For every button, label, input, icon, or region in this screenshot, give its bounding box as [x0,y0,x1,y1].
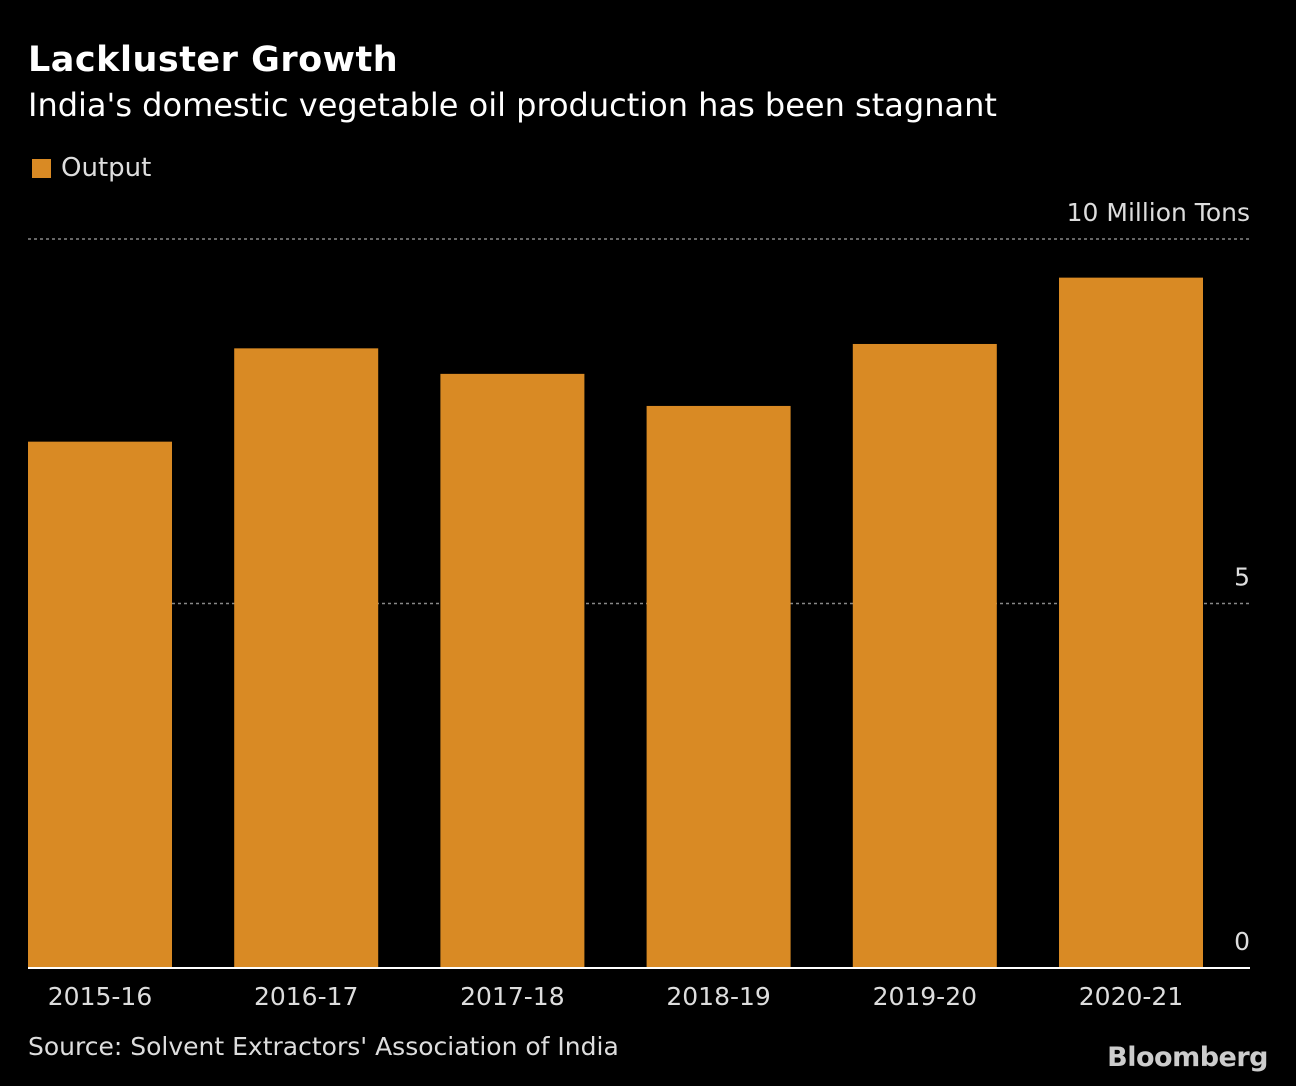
bar-2017-18 [440,373,585,968]
bar-2018-19 [646,405,791,968]
bar-2019-20 [852,343,997,968]
bar-2020-21 [1059,277,1203,969]
x-tick-label: 2020-21 [1079,982,1183,1011]
bar-2015-16 [28,441,172,968]
y-tick-label: 5 [1234,563,1250,592]
legend-swatch [32,158,51,178]
legend: Output [32,153,151,183]
x-tick-label: 2016-17 [254,982,358,1011]
bar-2016-17 [234,348,379,969]
source-note: Source: Solvent Extractors' Association … [28,1032,619,1061]
x-tick-label: 2019-20 [873,982,977,1011]
chart-title: Lackluster Growth [28,40,399,80]
legend-label: Output [61,153,152,183]
chart-subtitle: India's domestic vegetable oil productio… [28,86,997,124]
y-tick-label: 10 Million Tons [1067,198,1250,227]
y-tick-label: 0 [1234,927,1250,956]
bloomberg-logo: Bloomberg [1107,1042,1268,1073]
x-tick-label: 2017-18 [460,982,564,1011]
x-tick-label: 2015-16 [48,982,152,1011]
x-tick-label: 2018-19 [666,982,770,1011]
